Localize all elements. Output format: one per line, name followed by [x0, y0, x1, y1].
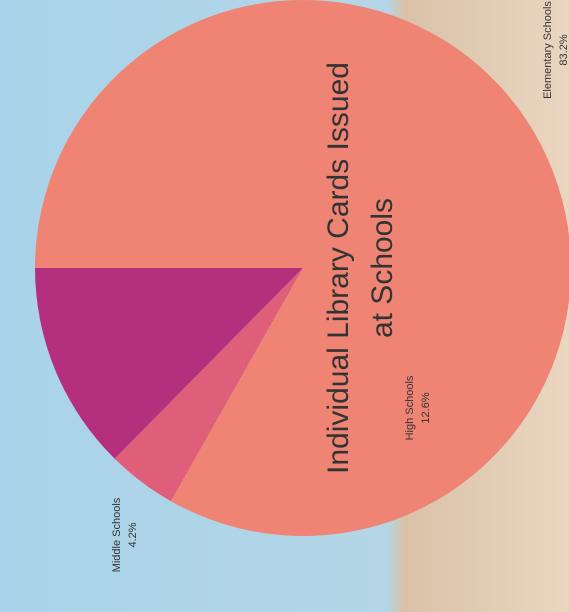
- category-label: Elementary Schools: [542, 1, 554, 99]
- value-label: 4.2%: [127, 522, 139, 547]
- slice-label: High Schools 12.6%: [404, 375, 432, 440]
- value-label: 83.2%: [558, 34, 569, 65]
- slice-label: Middle Schools 4.2%: [111, 497, 139, 572]
- value-label: 12.6%: [420, 392, 432, 423]
- pie-slice: [114, 268, 303, 502]
- pie-slice: [35, 0, 569, 536]
- category-label: High Schools: [404, 375, 416, 440]
- slice-label: Elementary Schools 83.2%: [542, 1, 569, 99]
- chart-title: Individual Library Cards Issued at School…: [322, 62, 399, 474]
- labels: High Schools 12.6% Middle Schools 4.2% Eleme…: [111, 1, 569, 573]
- pie-slice: [35, 268, 303, 459]
- pie: [35, 0, 569, 536]
- category-label: Middle Schools: [111, 497, 123, 572]
